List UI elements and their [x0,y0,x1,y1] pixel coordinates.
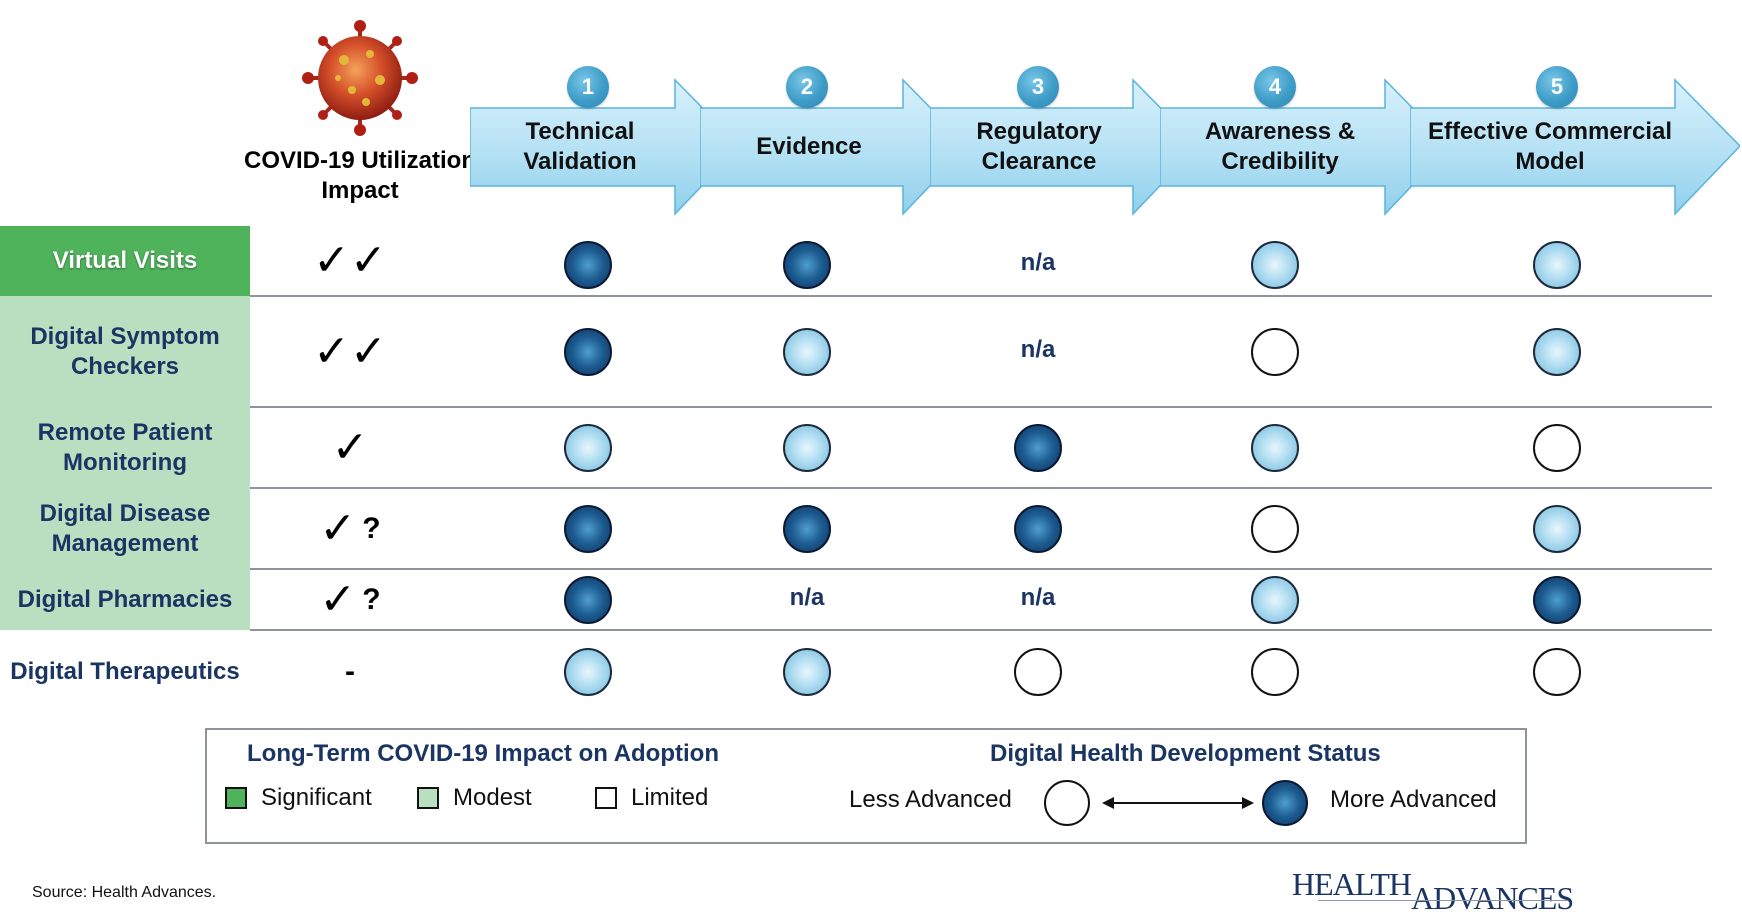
logo-line2: ADVANCES [1411,880,1574,916]
not-applicable-label: n/a [1020,583,1056,611]
limited-swatch [595,787,617,809]
step-arrow-3: Regulatory Clearance [930,78,1198,216]
row-divider [250,629,1712,631]
legend-box: Long-Term COVID-19 Impact on Adoption Si… [205,728,1527,844]
status-circle-low [1533,423,1581,472]
step-label-5: Effective Commercial Model [1427,118,1673,175]
source-note: Source: Health Advances. [32,884,217,901]
status-circle-mid [1251,575,1299,624]
legend-limited: Limited [595,784,708,812]
logo-line1: HEALTH [1292,866,1412,902]
status-circle-mid [564,423,612,472]
step-arrow-2: Evidence [700,78,968,216]
double-arrow-icon [1102,797,1254,809]
legend-modest-label: Modest [453,784,532,811]
row-label: Digital Pharmacies [0,569,250,630]
not-applicable-label: n/a [1020,249,1056,276]
legend-impact-title: Long-Term COVID-19 Impact on Adoption [247,740,719,767]
step-number-badge-4: 4 [1254,66,1296,108]
logo-underline [1318,900,1568,901]
step-arrow-5: Effective Commercial Model [1410,78,1740,216]
covid-impact-cell: - [265,630,435,714]
dash-mark: - [345,655,355,688]
row-label: Remote Patient Monitoring [0,407,250,488]
question-mark: ? [362,582,381,616]
not-applicable-label: n/a [789,583,825,611]
legend-status-title: Digital Health Development Status [990,740,1381,767]
covid-impact-cell: ✓ [265,407,435,488]
status-circle-low [1014,648,1062,696]
arrow-shape [1410,78,1740,216]
row-label: Digital Disease Management [0,488,250,569]
status-circle-low [1251,504,1299,553]
row-divider [250,487,1712,489]
status-circle-low [1251,327,1299,376]
modest-swatch [417,787,439,809]
status-circle-high [1533,575,1581,624]
status-circle-high [564,327,612,376]
status-circle-high [783,241,831,289]
status-circle-high [564,241,612,289]
covid-impact-cell: ✓? [265,488,435,569]
legend-limited-label: Limited [631,784,709,811]
checkmark-icon: ✓ [319,503,357,553]
covid-impact-column-title: COVID-19 Utilization Impact [243,147,477,204]
question-mark: ? [362,511,381,545]
less-advanced-circle [1044,780,1090,826]
checkmark-icon: ✓✓ [313,236,387,285]
step-label-4: Awareness & Credibility [1204,118,1356,175]
status-circle-low [1251,648,1299,696]
row-divider [250,568,1712,570]
status-circle-low [1533,648,1581,696]
status-circle-mid [783,648,831,696]
significant-swatch [225,787,247,809]
legend-significant-label: Significant [261,784,372,811]
coronavirus-illustration [302,20,418,136]
status-circle-mid [1251,241,1299,289]
checkmark-icon: ✓ [331,422,369,472]
health-advances-logo: HEALTHADVANCES [1292,866,1574,916]
step-label-1: Technical Validation [523,118,637,175]
checkmark-icon: ✓✓ [313,326,387,376]
checkmark-icon: ✓ [319,574,357,624]
status-circle-mid [783,327,831,376]
row-divider [250,406,1712,408]
row-divider [250,295,1712,297]
status-circle-high [564,575,612,624]
legend-less-advanced: Less Advanced [849,786,1012,813]
more-advanced-circle [1262,780,1308,826]
status-circle-mid [1533,327,1581,376]
status-circle-mid [564,648,612,696]
status-circle-mid [783,423,831,472]
step-number-badge-1: 1 [567,66,609,108]
step-arrow-4: Awareness & Credibility [1160,78,1450,216]
legend-more-advanced: More Advanced [1330,786,1497,813]
row-label: Digital Symptom Checkers [0,296,250,407]
covid-impact-cell: ✓✓ [265,296,435,407]
legend-modest: Modest [417,784,532,812]
status-circle-mid [1533,504,1581,553]
status-circle-high [783,504,831,553]
status-circle-mid [1251,423,1299,472]
step-number-badge-5: 5 [1536,66,1578,108]
status-circle-high [1014,423,1062,472]
step-label-2: Evidence [756,133,862,160]
step-label-3: Regulatory Clearance [976,118,1102,175]
row-label: Virtual Visits [0,226,250,296]
row-label: Digital Therapeutics [0,630,250,714]
status-circle-high [564,504,612,553]
covid-impact-cell: ✓✓ [265,226,435,296]
step-number-badge-2: 2 [786,66,828,108]
covid-impact-cell: ✓? [265,569,435,630]
step-arrow-1: Technical Validation [470,78,740,216]
legend-significant: Significant [225,784,372,812]
not-applicable-label: n/a [1020,335,1056,363]
status-circle-high [1014,504,1062,553]
status-circle-mid [1533,241,1581,289]
step-number-badge-3: 3 [1017,66,1059,108]
